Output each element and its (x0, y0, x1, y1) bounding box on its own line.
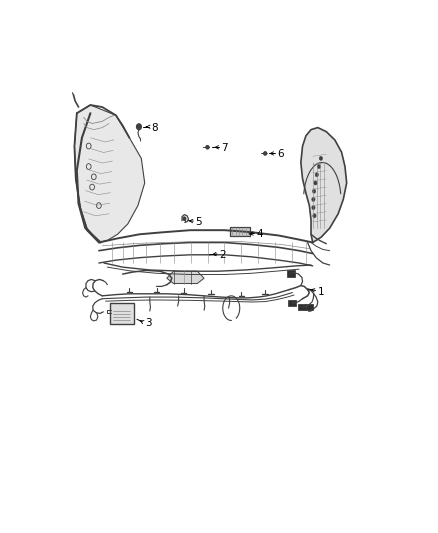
Text: 2: 2 (219, 250, 226, 260)
Bar (286, 270, 295, 277)
Circle shape (315, 173, 318, 177)
Circle shape (312, 189, 316, 193)
FancyBboxPatch shape (110, 303, 134, 324)
Bar (288, 300, 297, 306)
Circle shape (313, 214, 316, 218)
Polygon shape (167, 271, 204, 284)
Polygon shape (301, 127, 346, 243)
Circle shape (314, 181, 317, 185)
Bar (298, 304, 306, 310)
Text: 8: 8 (152, 123, 158, 133)
Text: 7: 7 (221, 143, 228, 153)
Bar (304, 304, 313, 310)
Bar (230, 227, 250, 236)
Circle shape (317, 165, 321, 168)
Circle shape (137, 124, 141, 130)
Text: 6: 6 (277, 149, 284, 159)
Text: 4: 4 (257, 229, 263, 239)
Circle shape (312, 206, 315, 209)
Circle shape (319, 156, 322, 160)
Circle shape (206, 146, 209, 149)
Circle shape (312, 197, 315, 201)
Polygon shape (74, 105, 145, 243)
Circle shape (264, 152, 267, 155)
Text: 3: 3 (145, 318, 152, 327)
Text: 5: 5 (196, 217, 202, 227)
Text: 1: 1 (318, 287, 325, 297)
Circle shape (183, 217, 186, 220)
